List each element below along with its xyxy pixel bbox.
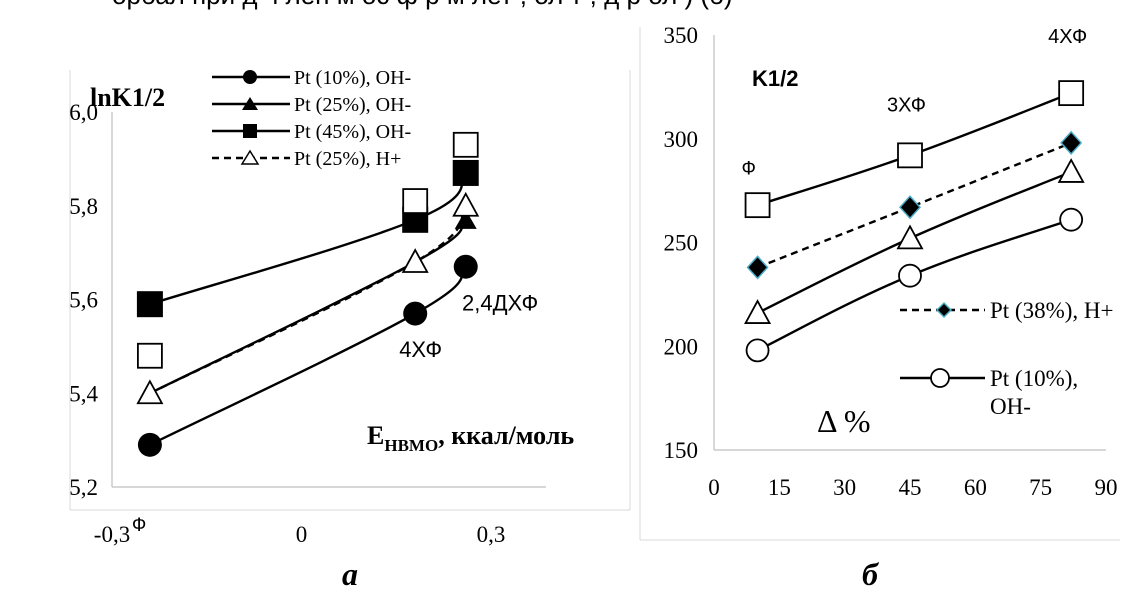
b-x-tick-label: 45 xyxy=(899,475,922,500)
a-y-tick-label: 5,8 xyxy=(69,194,98,219)
a-extra-point xyxy=(402,188,429,214)
b-series-1-point xyxy=(745,338,770,363)
chart-a-xlabel: EНВМО, ккал/моль xyxy=(367,421,574,455)
b-series-2-point xyxy=(744,192,771,219)
b-series-2-point xyxy=(897,142,923,169)
b-series-3-point xyxy=(1057,158,1085,183)
b-y-tick-label: 150 xyxy=(664,438,699,463)
a-y-tick-label: 6,0 xyxy=(69,100,98,125)
b-y-tick-label: 300 xyxy=(664,127,699,152)
a-legend-marker xyxy=(242,97,258,110)
a-y-tick-label: 5,2 xyxy=(69,475,98,500)
b-series-line-0 xyxy=(757,141,1072,269)
b-y-tick-label: 200 xyxy=(664,334,699,359)
b-legend-label: Pt (10%), xyxy=(990,366,1078,391)
b-x-tick-label: 75 xyxy=(1029,475,1052,500)
chart-a-xlabel-main: E xyxy=(367,421,384,450)
a-legend-marker xyxy=(240,149,260,165)
chart-a-title: lnK1/2 xyxy=(90,83,165,112)
a-x-tick-label: -0,3 xyxy=(94,522,130,547)
b-x-tick-label: 60 xyxy=(964,475,987,500)
b-legend-label-line2: OH- xyxy=(990,394,1031,419)
a-series-2-point xyxy=(136,291,163,318)
b-x-tick-label: 90 xyxy=(1095,475,1118,500)
a-legend-label: Pt (10%), OH- xyxy=(294,67,411,89)
chart-b-xlabel: Δ % xyxy=(817,403,870,439)
chart-a-panel-label: а xyxy=(342,556,358,592)
a-series-0-point xyxy=(453,254,478,279)
chart-a: 5,2 5,4 5,6 5,8 6,0 -0,3 0 0,3 lnK1/2 EНВМО, кк… xyxy=(69,67,631,592)
chart-a-legend: Pt (10%), OH- Pt (25%), OH- Pt (45%), OH- P… xyxy=(212,67,411,170)
a-series-1-point xyxy=(454,209,477,229)
a-x-tick-label: 0,3 xyxy=(477,522,506,547)
header-fragment: орбал при д ч лен м ос ф р м лет , ол т … xyxy=(112,0,733,10)
a-x-tick-label: 0 xyxy=(296,522,308,547)
chart-a-annotation-phenol: Ф xyxy=(132,515,146,536)
a-extra-point xyxy=(452,131,479,158)
b-series-0-point xyxy=(898,195,922,220)
chart-a-xlabel-rest: , ккал/моль xyxy=(438,421,574,450)
b-series-3-point xyxy=(896,224,924,250)
b-series-1-point xyxy=(898,263,922,288)
b-y-tick-label: 350 xyxy=(664,23,699,48)
b-legend-marker xyxy=(935,301,953,319)
b-series-0-point xyxy=(746,255,769,280)
a-legend-label: Pt (45%), OH- xyxy=(294,121,411,143)
a-series-3-point xyxy=(452,191,480,217)
chart-a-annotation-24dchf: 2,4ДХФ xyxy=(462,290,538,315)
a-series-3-point xyxy=(401,248,429,273)
chart-b-legend: Pt (38%), H+ Pt (10%), OH- xyxy=(900,298,1114,419)
a-series-0-point xyxy=(403,301,428,326)
a-series-line-3 xyxy=(149,204,467,395)
a-y-tick-label: 5,6 xyxy=(69,288,98,313)
a-series-3-point xyxy=(136,379,164,405)
chart-a-xlabel-sub: НВМО xyxy=(384,436,438,455)
b-legend-label: Pt (38%), H+ xyxy=(990,298,1114,323)
a-legend-marker xyxy=(243,124,257,138)
b-x-tick-label: 0 xyxy=(708,475,720,500)
a-series-2-point xyxy=(452,159,479,186)
b-x-tick-label: 15 xyxy=(768,475,791,500)
a-y-tick-label: 5,4 xyxy=(69,381,98,406)
a-series-0-point xyxy=(137,432,162,457)
chart-a-annotation-4chf: 4ХФ xyxy=(399,337,442,362)
b-series-1-point xyxy=(1059,207,1084,232)
chart-b-panel-label: б xyxy=(862,556,880,592)
chart-b-annotation-phenol: Ф xyxy=(742,158,756,179)
b-series-3-point xyxy=(744,299,772,324)
b-legend-marker xyxy=(930,368,950,388)
a-legend-label: Pt (25%), OH- xyxy=(294,94,411,116)
chart-b-annotation-4chf: 4ХФ xyxy=(1048,26,1087,48)
svg-text:EНВМО, ккал/моль: EНВМО, ккал/моль xyxy=(367,421,574,455)
b-x-tick-label: 30 xyxy=(833,475,856,500)
chart-b-title: K1/2 xyxy=(752,66,798,91)
b-series-2-point xyxy=(1058,80,1085,106)
b-y-tick-label: 250 xyxy=(664,231,699,256)
chart-b-annotation-3chf: 3ХФ xyxy=(887,94,926,116)
a-extra-point xyxy=(136,342,163,369)
b-series-0-point xyxy=(1060,130,1083,156)
a-legend-marker xyxy=(243,70,257,84)
a-legend-label: Pt (25%), H+ xyxy=(294,148,401,170)
